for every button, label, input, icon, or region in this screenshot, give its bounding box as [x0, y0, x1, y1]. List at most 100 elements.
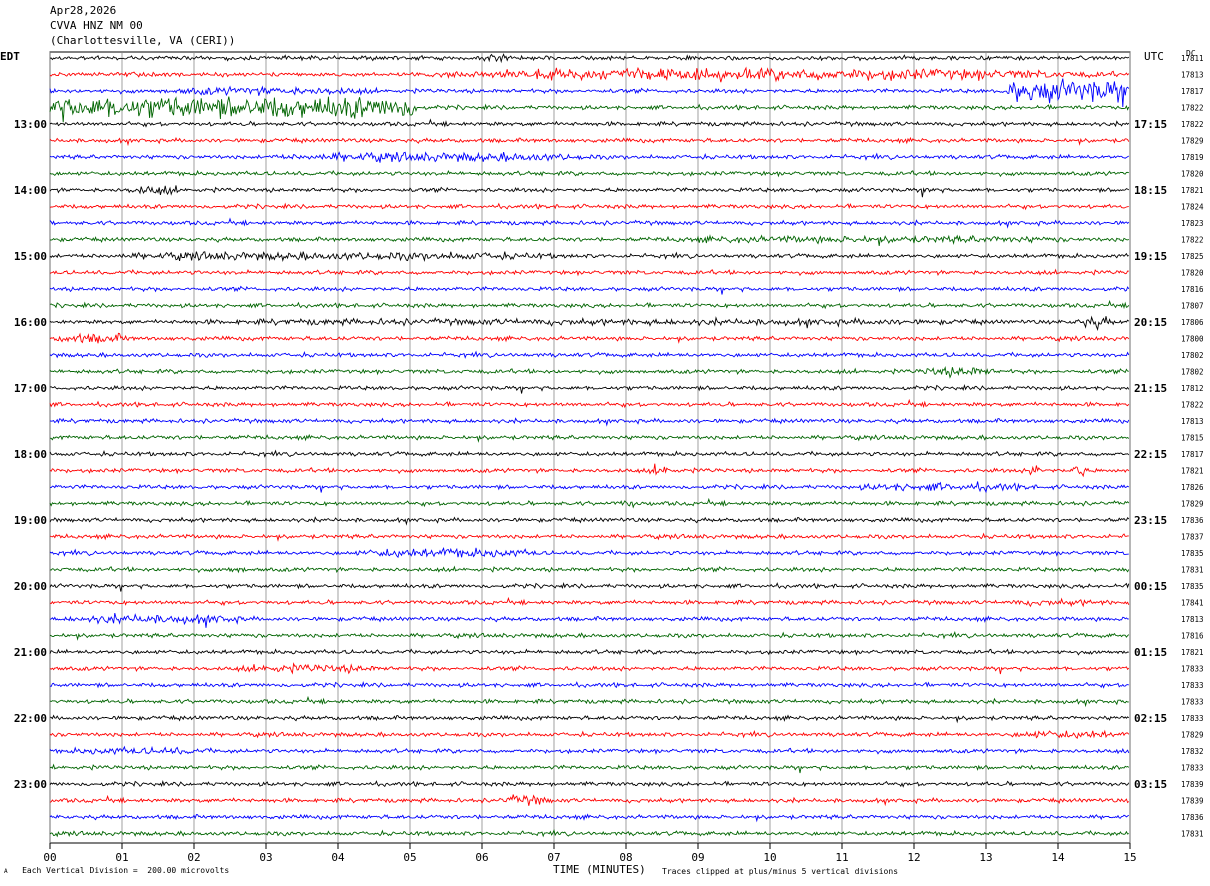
- trace-row-13: [49, 268, 1129, 277]
- trace-row-11: [50, 234, 1129, 246]
- dc-offset-label: 17835: [1181, 549, 1204, 558]
- dc-offset-label: 17831: [1181, 566, 1204, 575]
- trace-row-17: [49, 332, 1130, 344]
- right-hour-label: 21:15: [1134, 382, 1167, 395]
- clip-note: Traces clipped at plus/minus 5 vertical …: [662, 867, 899, 876]
- dc-offset-label: 17836: [1181, 813, 1204, 822]
- trace-row-42: [49, 745, 1130, 756]
- dc-offset-label: 17821: [1181, 186, 1204, 195]
- dc-offset-label: 17816: [1181, 632, 1204, 641]
- scale-note: A Each Vertical Division = 200.00 microv…: [4, 866, 229, 875]
- dc-offset-label: 17824: [1181, 203, 1204, 212]
- dc-offset-label: 17829: [1181, 731, 1204, 740]
- trace-row-33: [49, 596, 1130, 608]
- dc-offset-label: 17816: [1181, 285, 1204, 294]
- dc-offset-label: 17833: [1181, 665, 1204, 674]
- corner-mark: A: [4, 868, 8, 875]
- dc-offset-label: 17823: [1181, 219, 1204, 228]
- trace-row-14: [49, 285, 1130, 295]
- dc-offset-label: 17800: [1181, 335, 1204, 344]
- dc-offset-label: 17813: [1181, 615, 1204, 624]
- right-hour-label: 19:15: [1134, 250, 1167, 263]
- dc-offset-label: 17812: [1181, 384, 1204, 393]
- right-hour-label: 03:15: [1134, 778, 1167, 791]
- x-axis-title: TIME (MINUTES): [553, 863, 646, 876]
- trace-row-45: [49, 794, 1130, 807]
- dc-offset-label: 17802: [1181, 351, 1204, 360]
- dc-offset-label: 17807: [1181, 302, 1204, 311]
- trace-row-7: [49, 169, 1129, 178]
- dc-offset-label: 17822: [1181, 236, 1204, 245]
- right-hour-label: 17:15: [1134, 118, 1167, 131]
- left-hour-label: 20:00: [14, 580, 47, 593]
- trace-row-10: [49, 217, 1130, 229]
- right-axis-title: UTC: [1144, 50, 1164, 63]
- left-hour-label: 13:00: [14, 118, 47, 131]
- dc-offset-label: 17833: [1181, 714, 1204, 723]
- trace-row-8: [49, 185, 1130, 198]
- dc-offset-label: 17813: [1181, 417, 1204, 426]
- dc-offset-label: 17833: [1181, 698, 1204, 707]
- left-hour-label: 21:00: [14, 646, 47, 659]
- right-hour-label: 01:15: [1134, 646, 1167, 659]
- dc-offset-label: 17841: [1181, 599, 1204, 608]
- trace-row-19: [49, 366, 1129, 379]
- right-hour-label: 22:15: [1134, 448, 1167, 461]
- dc-offset-label: 17829: [1181, 500, 1204, 509]
- dc-offset-label: 17836: [1181, 516, 1204, 525]
- trace-row-5: [49, 136, 1130, 147]
- right-hour-label: 00:15: [1134, 580, 1167, 593]
- dc-offset-label: 17819: [1181, 153, 1204, 162]
- plot-frame: [49, 51, 1131, 844]
- trace-row-9: [49, 202, 1129, 211]
- trace-row-26: [50, 481, 1130, 494]
- dc-offset-label: 17839: [1181, 780, 1204, 789]
- trace-row-31: [49, 565, 1130, 574]
- header-date: Apr28,2026: [50, 4, 117, 17]
- trace-row-32: [49, 581, 1130, 592]
- trace-row-22: [49, 417, 1130, 427]
- trace-row-29: [49, 532, 1129, 542]
- dc-offset-label: 17821: [1181, 467, 1204, 476]
- dc-offset-label: 17831: [1181, 830, 1204, 839]
- trace-row-47: [49, 829, 1129, 838]
- minute-tick-label: 00: [43, 851, 56, 864]
- right-hour-label: 02:15: [1134, 712, 1167, 725]
- left-hour-label: 19:00: [14, 514, 47, 527]
- dc-offset-label: 17832: [1181, 747, 1204, 756]
- minute-tick-label: 03: [259, 851, 272, 864]
- scale-note-text: Each Vertical Division = 200.00 microvol…: [22, 866, 230, 875]
- left-hour-label: 15:00: [14, 250, 47, 263]
- minute-tick-label: 07: [547, 851, 560, 864]
- dc-offset-label: 17825: [1181, 252, 1204, 261]
- trace-row-36: [49, 648, 1129, 656]
- trace-row-46: [49, 813, 1130, 823]
- left-hour-label: 16:00: [14, 316, 47, 329]
- trace-row-37: [49, 662, 1130, 675]
- dc-offset-label: 17833: [1181, 681, 1204, 690]
- dc-offset-label: 17811: [1181, 54, 1204, 63]
- trace-row-6: [49, 151, 1130, 163]
- dc-offset-label: 17822: [1181, 401, 1204, 410]
- minute-tick-label: 04: [331, 851, 345, 864]
- dc-corner-label: DC: [1186, 49, 1196, 58]
- header-station: CVVA HNZ NM 00: [50, 19, 143, 32]
- trace-row-18: [49, 350, 1130, 359]
- dc-offset-label: 17815: [1181, 434, 1204, 443]
- left-hour-label: 22:00: [14, 712, 47, 725]
- left-hour-label: 23:00: [14, 778, 47, 791]
- minute-tick-label: 11: [835, 851, 848, 864]
- dc-offset-label: 17833: [1181, 764, 1204, 773]
- trace-row-20: [49, 383, 1130, 394]
- left-hour-label: 18:00: [14, 448, 47, 461]
- minute-tick-label: 12: [907, 851, 920, 864]
- dc-offset-label: 17839: [1181, 797, 1204, 806]
- trace-row-24: [49, 449, 1130, 458]
- dc-offset-label: 17820: [1181, 269, 1204, 278]
- dc-offset-label: 17820: [1181, 170, 1204, 179]
- dc-offset-label: 17821: [1181, 648, 1204, 657]
- dc-offset-label: 17817: [1181, 450, 1204, 459]
- minute-tick-label: 05: [403, 851, 416, 864]
- trace-row-40: [49, 714, 1130, 724]
